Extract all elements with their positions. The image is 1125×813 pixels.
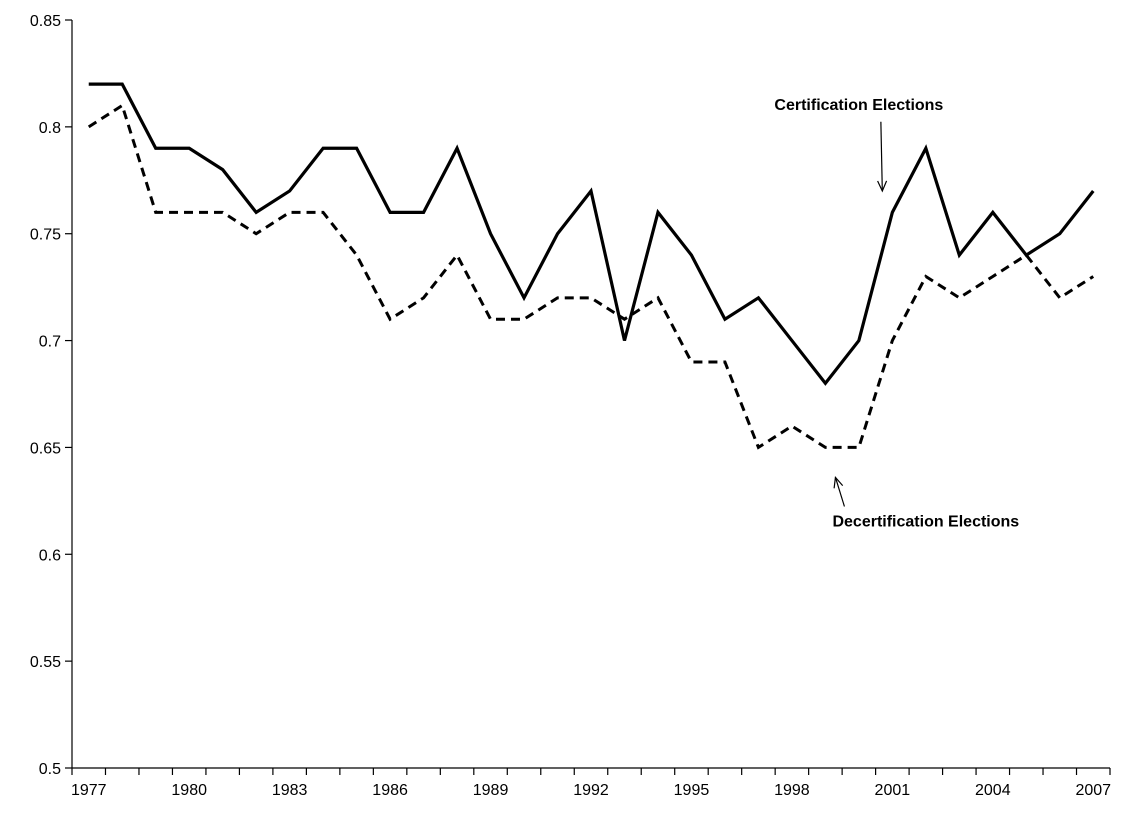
annotation-arrow-head — [877, 180, 888, 193]
y-tick-label: 0.7 — [39, 334, 61, 351]
x-tick-label: 1977 — [71, 782, 107, 799]
x-tick-label: 1986 — [372, 782, 408, 799]
series-layer — [87, 82, 1095, 450]
annotation-arrow-line — [880, 121, 883, 191]
y-tick-label: 0.85 — [30, 13, 61, 30]
annotation-decertification: Decertification Elections — [832, 514, 1019, 531]
x-tick-label: 2004 — [975, 782, 1011, 799]
annotation-certification: Certification Elections — [774, 97, 943, 114]
y-axis-ticks: 0.5 0.55 0.6 0.65 0.7 0.75 0.8 0.85 — [30, 13, 72, 778]
plot-area: 0.5 0.55 0.6 0.65 0.7 0.75 0.8 0.85 1977 1980 198… — [30, 13, 1111, 799]
x-tick-label: 1995 — [674, 782, 710, 799]
certification-series-line — [88, 82, 1095, 386]
x-tick-label: 1989 — [473, 782, 509, 799]
annotation-arrow-line — [834, 477, 846, 507]
x-axis-ticks: 1977 1980 1983 1986 1989 1992 1995 1998 2001 2004… — [71, 768, 1111, 799]
y-tick-label: 0.5 — [39, 761, 61, 778]
decertification-series-line — [87, 103, 1095, 450]
x-tick-label: 1998 — [774, 782, 810, 799]
annotation-layer: Certification Elections Decertification E… — [774, 97, 1019, 531]
x-tick-label: 1983 — [272, 782, 308, 799]
y-tick-label: 0.75 — [30, 227, 61, 244]
y-tick-label: 0.6 — [39, 547, 61, 564]
x-tick-label: 2001 — [875, 782, 911, 799]
x-tick-label: 2007 — [1075, 782, 1111, 799]
y-tick-label: 0.65 — [30, 440, 61, 457]
annotation-arrow-head — [833, 475, 844, 489]
x-tick-label: 1980 — [171, 782, 207, 799]
x-tick-label: 1992 — [573, 782, 609, 799]
y-tick-label: 0.8 — [39, 120, 61, 137]
y-tick-label: 0.55 — [30, 654, 61, 671]
